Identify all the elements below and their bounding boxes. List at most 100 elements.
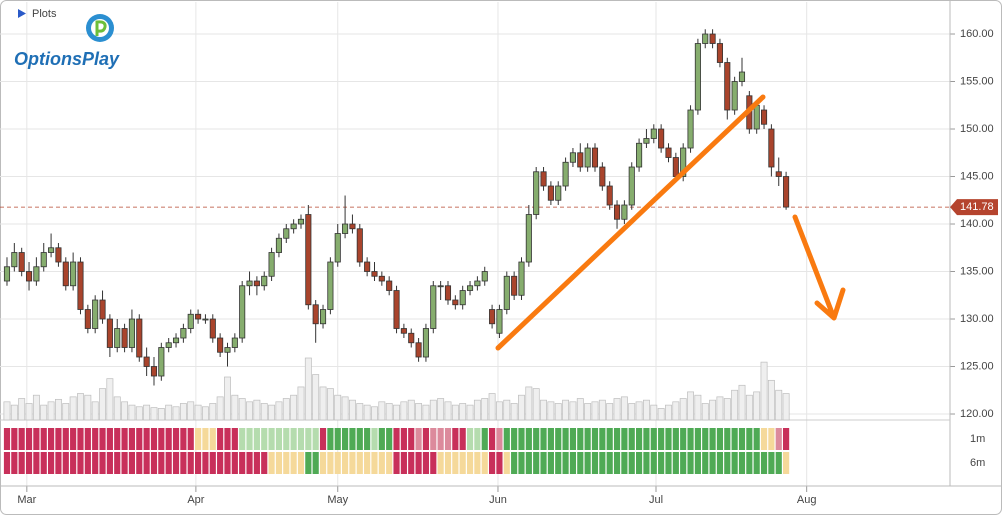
- volume-bar: [135, 406, 143, 421]
- candle-body: [665, 147, 672, 158]
- volume-bar: [620, 396, 628, 421]
- volume-bar: [767, 379, 775, 421]
- volume-bar: [532, 388, 540, 421]
- candle-body: [393, 290, 400, 329]
- volume-bar: [466, 404, 474, 421]
- strip-cell: [275, 452, 283, 474]
- strip-cell: [364, 428, 371, 450]
- strip-cell: [783, 452, 790, 474]
- candle-body: [768, 128, 775, 168]
- volume-bar: [429, 399, 437, 421]
- strip-cell: [584, 428, 591, 450]
- strip-cell: [643, 428, 650, 450]
- volume-bar: [304, 357, 312, 421]
- candle-body: [775, 171, 782, 177]
- volume-bar: [643, 399, 650, 421]
- volume-bar: [77, 393, 84, 421]
- candle-body: [312, 304, 319, 325]
- strip-cell: [261, 452, 268, 474]
- strip-cell: [349, 428, 356, 450]
- candle-body: [253, 280, 260, 287]
- strip-cell: [628, 452, 635, 474]
- candle-body: [224, 347, 231, 353]
- candle-body: [430, 285, 437, 329]
- candle-body: [18, 252, 25, 272]
- strip-cell: [481, 452, 488, 474]
- candle-body: [386, 280, 393, 291]
- strip-cell: [636, 428, 643, 450]
- volume-bar: [400, 401, 408, 421]
- candle-body: [547, 185, 554, 201]
- candle-body: [364, 261, 371, 272]
- volume-bar: [672, 401, 680, 421]
- candle-body: [496, 309, 503, 334]
- strip-label: 1m: [970, 433, 985, 445]
- strip-cell: [753, 428, 760, 450]
- volume-bar: [591, 401, 599, 421]
- strip-cell: [55, 428, 62, 450]
- strip-cell: [555, 428, 562, 450]
- plots-toggle-icon[interactable]: [18, 9, 26, 18]
- strip-cell: [40, 452, 47, 474]
- volume-bar: [473, 399, 481, 421]
- strip-cell: [239, 452, 246, 474]
- volume-bar: [121, 401, 129, 421]
- strip-cell: [33, 452, 40, 474]
- strip-cell: [577, 428, 584, 450]
- strip-cell: [62, 452, 69, 474]
- volume-bar: [10, 404, 18, 421]
- volume-bar: [657, 408, 665, 421]
- strip-cell: [547, 428, 554, 450]
- strip-cell: [334, 428, 341, 450]
- candle-body: [342, 223, 349, 234]
- candle-body: [231, 337, 238, 348]
- strip-cell: [540, 452, 547, 474]
- candle-body: [319, 309, 327, 325]
- volume-bar: [371, 406, 378, 421]
- strip-cell: [569, 452, 577, 474]
- candle-body: [349, 223, 356, 230]
- candle-body: [217, 337, 224, 353]
- candle-body: [569, 152, 576, 163]
- strip-cell: [312, 452, 319, 474]
- strip-cell: [319, 452, 327, 474]
- strip-cell: [246, 428, 253, 450]
- volume-bar: [437, 398, 445, 421]
- last-price-tag: [950, 199, 998, 216]
- candle-body: [577, 152, 584, 168]
- volume-bar: [209, 403, 217, 421]
- strip-cell: [209, 452, 216, 474]
- strip-cell: [150, 452, 158, 474]
- candle-body: [474, 280, 481, 287]
- strip-cell: [25, 452, 33, 474]
- strip-cell: [70, 428, 77, 450]
- plots-toggle[interactable]: Plots: [32, 8, 57, 20]
- candle-body: [275, 237, 282, 253]
- volume-bar: [356, 403, 364, 421]
- strip-cell: [496, 428, 503, 450]
- candle-body: [621, 204, 628, 220]
- strip-cell: [680, 452, 687, 474]
- strip-cell: [746, 428, 753, 450]
- candle-body: [11, 252, 18, 268]
- strip-cell: [165, 428, 172, 450]
- volume-bar: [760, 361, 768, 421]
- trend-line: [495, 94, 766, 351]
- candle-body: [511, 275, 518, 296]
- candle-body: [525, 214, 532, 263]
- strip-cell: [371, 428, 378, 450]
- volume-bar: [554, 403, 562, 421]
- candle-body: [202, 318, 209, 321]
- volume-bar: [496, 401, 503, 421]
- strip-cell: [562, 452, 569, 474]
- strip-cell: [658, 428, 665, 450]
- volume-bar: [84, 394, 92, 421]
- volume-bar: [510, 403, 518, 421]
- strip-cell: [474, 452, 481, 474]
- volume-bar: [709, 399, 717, 421]
- strip-cell: [599, 452, 606, 474]
- candle-body: [33, 266, 40, 282]
- candle-body: [408, 332, 415, 344]
- strip-cell: [342, 428, 349, 450]
